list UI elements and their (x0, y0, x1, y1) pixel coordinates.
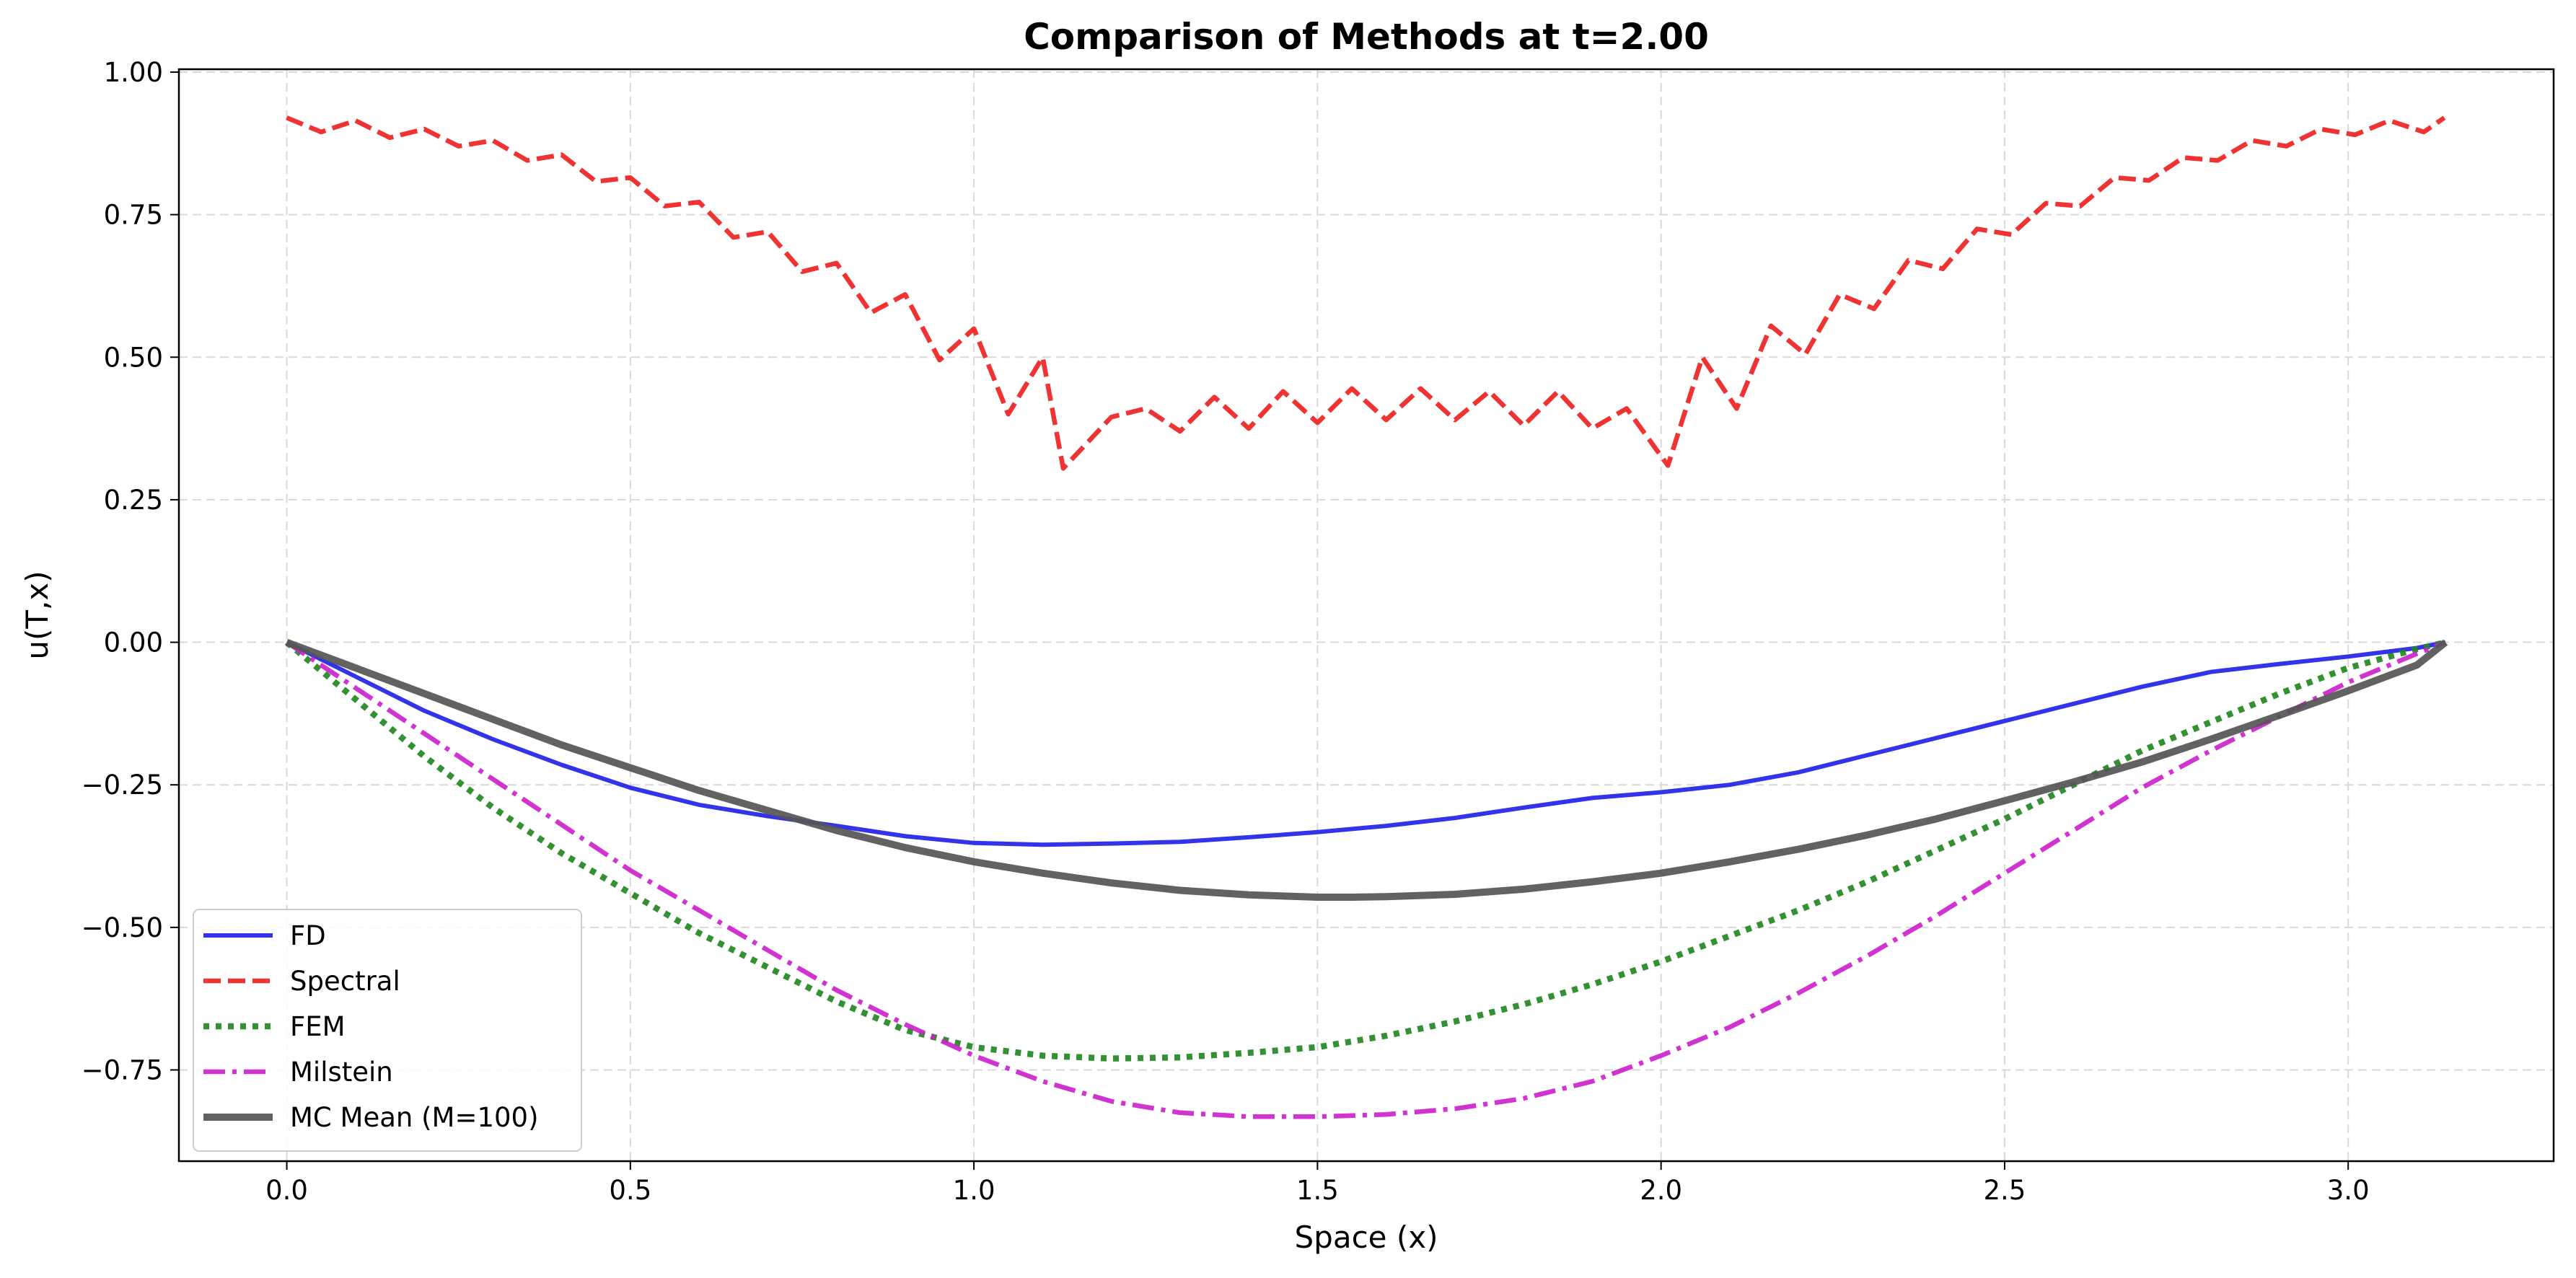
x-ticks: 0.0 0.5 1.0 1.5 2.0 2.5 3.0 (265, 1161, 2370, 1206)
x-tick-label: 2.0 (1640, 1175, 1682, 1206)
grid (179, 69, 2554, 1161)
series-spectral-line (286, 115, 2446, 471)
y-tick-label: 1.00 (104, 57, 163, 88)
series-milstein-line (285, 640, 2447, 1119)
y-tick-label: −0.25 (82, 770, 163, 801)
legend-label: FD (290, 920, 326, 951)
x-tick-label: 0.0 (265, 1175, 308, 1206)
x-axis-label: Space (x) (1295, 1220, 1438, 1255)
chart-title: Comparison of Methods at t=2.00 (1024, 16, 1709, 58)
series-fem-line (284, 639, 2447, 1062)
series-layer (284, 115, 2448, 1119)
x-tick-label: 2.5 (1983, 1175, 2026, 1206)
y-ticks: 1.00 0.75 0.50 0.25 0.00 −0.25 −0.50 −0.75 (82, 57, 179, 1086)
x-tick-label: 1.5 (1296, 1175, 1339, 1206)
y-tick-label: −0.75 (82, 1055, 163, 1086)
x-tick-label: 0.5 (609, 1175, 651, 1206)
legend-label: Milstein (290, 1057, 393, 1088)
x-tick-label: 3.0 (2327, 1175, 2370, 1206)
x-tick-label: 1.0 (953, 1175, 995, 1206)
legend-label: Spectral (290, 966, 400, 997)
legend-label: MC Mean (M=100) (290, 1102, 539, 1133)
y-tick-label: −0.50 (82, 912, 163, 943)
y-tick-label: 0.75 (104, 200, 163, 231)
y-tick-label: 0.00 (104, 627, 163, 658)
legend-label: FEM (290, 1011, 346, 1042)
series-fd-line (286, 640, 2446, 847)
y-tick-label: 0.50 (104, 342, 163, 373)
y-axis-label: u(T,x) (19, 570, 55, 659)
series-mc-mean-m-100-line (285, 638, 2448, 901)
legend: FD Spectral FEM Milstein MC Mean (M=100) (193, 909, 582, 1152)
y-tick-label: 0.25 (104, 485, 163, 516)
plot-frame (177, 68, 2555, 1163)
legend-box (193, 909, 582, 1152)
